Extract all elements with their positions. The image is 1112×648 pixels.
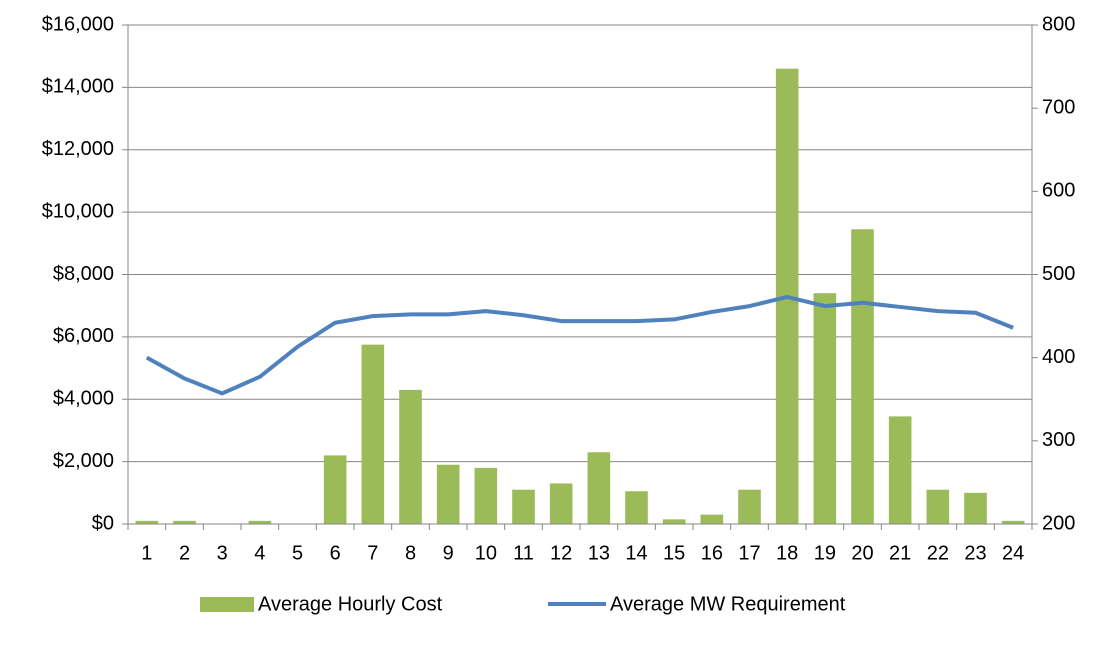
y-tick-label: $6,000 [53, 325, 114, 347]
x-tick-label: 10 [475, 542, 497, 564]
y-tick-label: $12,000 [42, 138, 114, 160]
x-tick-label: 23 [964, 542, 986, 564]
y2-tick-label: 200 [1042, 512, 1075, 534]
bar [323, 455, 347, 524]
bar [851, 229, 874, 524]
bar [888, 416, 912, 524]
x-tick-label: 17 [738, 542, 760, 564]
x-tick-label: 20 [851, 542, 873, 564]
bar [1001, 520, 1025, 524]
bar [625, 491, 648, 524]
y-tick-label: $0 [92, 512, 114, 534]
y2-tick-label: 800 [1042, 13, 1075, 35]
y2-tick-label: 300 [1042, 429, 1075, 451]
y-tick-label: $10,000 [42, 200, 114, 222]
x-tick-label: 9 [443, 542, 454, 564]
x-tick-label: 8 [405, 542, 416, 564]
x-tick-label: 6 [330, 542, 341, 564]
bar [248, 520, 272, 524]
bar [813, 293, 837, 524]
x-tick-label: 13 [588, 542, 610, 564]
legend-swatch [200, 597, 254, 612]
y-tick-label: $8,000 [53, 263, 114, 285]
x-tick-label: 14 [625, 542, 647, 564]
bar [549, 483, 573, 524]
bar [926, 489, 950, 524]
bar [512, 489, 535, 524]
y-tick-label: $2,000 [53, 450, 114, 472]
x-tick-label: 4 [254, 542, 265, 564]
bar [173, 520, 196, 524]
y-tick-label: $14,000 [42, 76, 114, 98]
bar [399, 389, 422, 524]
x-tick-label: 7 [367, 542, 378, 564]
x-tick-label: 5 [292, 542, 303, 564]
y2-tick-label: 600 [1042, 180, 1075, 202]
x-tick-label: 3 [217, 542, 228, 564]
y2-tick-label: 500 [1042, 263, 1075, 285]
y-tick-label: $4,000 [53, 388, 114, 410]
bar [436, 464, 460, 524]
line [145, 294, 1014, 396]
y2-tick-label: 400 [1042, 346, 1075, 368]
x-tick-label: 24 [1002, 542, 1024, 564]
bar [474, 467, 498, 524]
x-tick-label: 19 [814, 542, 836, 564]
x-tick-label: 11 [513, 542, 534, 564]
bar [738, 489, 761, 524]
x-tick-label: 18 [776, 542, 798, 564]
x-tick-label: 1 [141, 542, 152, 564]
bar [964, 492, 987, 524]
bar [135, 520, 159, 524]
x-tick-label: 2 [179, 542, 190, 564]
y-tick-label: $16,000 [42, 13, 114, 35]
x-tick-label: 16 [701, 542, 723, 564]
bar [361, 344, 385, 524]
bar [587, 452, 611, 524]
bar [662, 519, 686, 524]
legend-label: Average Hourly Cost [258, 593, 443, 615]
x-tick-label: 22 [927, 542, 949, 564]
bar [700, 514, 724, 524]
y2-tick-label: 700 [1042, 96, 1075, 118]
x-tick-label: 15 [663, 542, 685, 564]
legend-label: Average MW Requirement [610, 593, 846, 615]
x-tick-label: 12 [550, 542, 572, 564]
x-tick-label: 21 [889, 542, 911, 564]
